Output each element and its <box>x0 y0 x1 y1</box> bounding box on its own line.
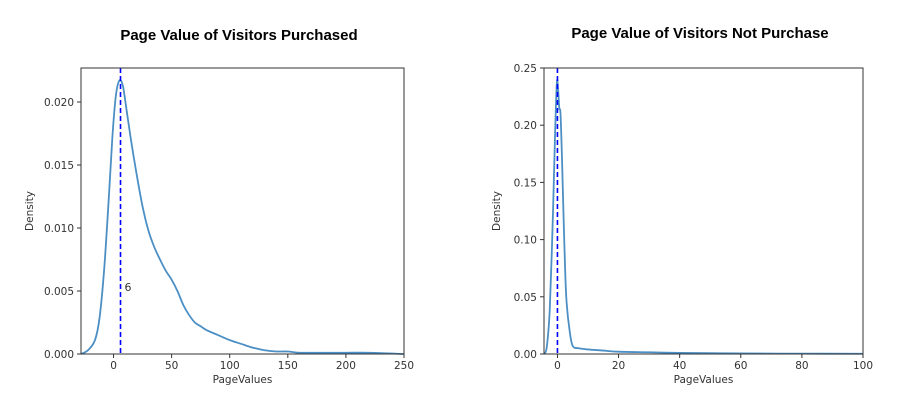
y-tick-label: 0.10 <box>514 235 537 247</box>
y-tick-label: 0.25 <box>514 63 537 75</box>
chart-purchased: Page Value of Visitors Purchased 0 50 100 1… <box>24 27 414 386</box>
y-tick-label: 0.015 <box>44 160 74 172</box>
y-axis-label: Density <box>24 191 36 231</box>
y-tick-label: 0.005 <box>44 286 74 298</box>
y-axis-label: Density <box>491 191 503 231</box>
chart-title: Page Value of Visitors Purchased <box>120 27 357 44</box>
x-tick-label: 50 <box>165 360 178 372</box>
x-tick-label: 200 <box>336 360 356 372</box>
x-tick-label: 60 <box>734 360 747 372</box>
x-tick-label: 0 <box>554 360 561 372</box>
y-tick-label: 0.00 <box>514 349 537 361</box>
x-tick-label: 40 <box>673 360 686 372</box>
chart-not-purchased: Page Value of Visitors Not Purchase 0 20 4… <box>491 25 873 386</box>
density-line <box>80 79 405 355</box>
y-tick-label: 0.20 <box>514 120 537 132</box>
x-tick-label: 100 <box>853 360 873 372</box>
x-tick-label: 80 <box>795 360 808 372</box>
density-line <box>543 78 864 355</box>
y-tick-label: 0.05 <box>514 292 537 304</box>
chart-title: Page Value of Visitors Not Purchase <box>571 25 828 42</box>
tick-group: 0 50 100 150 200 250 0.000 0.005 0.010 0.015 0.020 <box>44 97 414 372</box>
y-tick-label: 0.000 <box>44 349 74 361</box>
plot-frame <box>543 67 864 355</box>
plot-frame <box>80 67 405 355</box>
vline-annotation: 6 <box>125 281 132 294</box>
tick-group: 0 20 40 60 80 100 0.00 0.05 0.10 0.15 0.20 0.25 <box>514 63 873 372</box>
x-tick-label: 100 <box>220 360 240 372</box>
y-tick-label: 0.020 <box>44 97 74 109</box>
x-axis-label: PageValues <box>674 374 734 386</box>
x-tick-label: 150 <box>278 360 298 372</box>
x-tick-label: 20 <box>612 360 625 372</box>
y-tick-label: 0.15 <box>514 177 537 189</box>
y-tick-label: 0.010 <box>44 223 74 235</box>
x-tick-label: 250 <box>394 360 414 372</box>
x-axis-label: PageValues <box>213 374 273 386</box>
x-tick-label: 0 <box>110 360 117 372</box>
